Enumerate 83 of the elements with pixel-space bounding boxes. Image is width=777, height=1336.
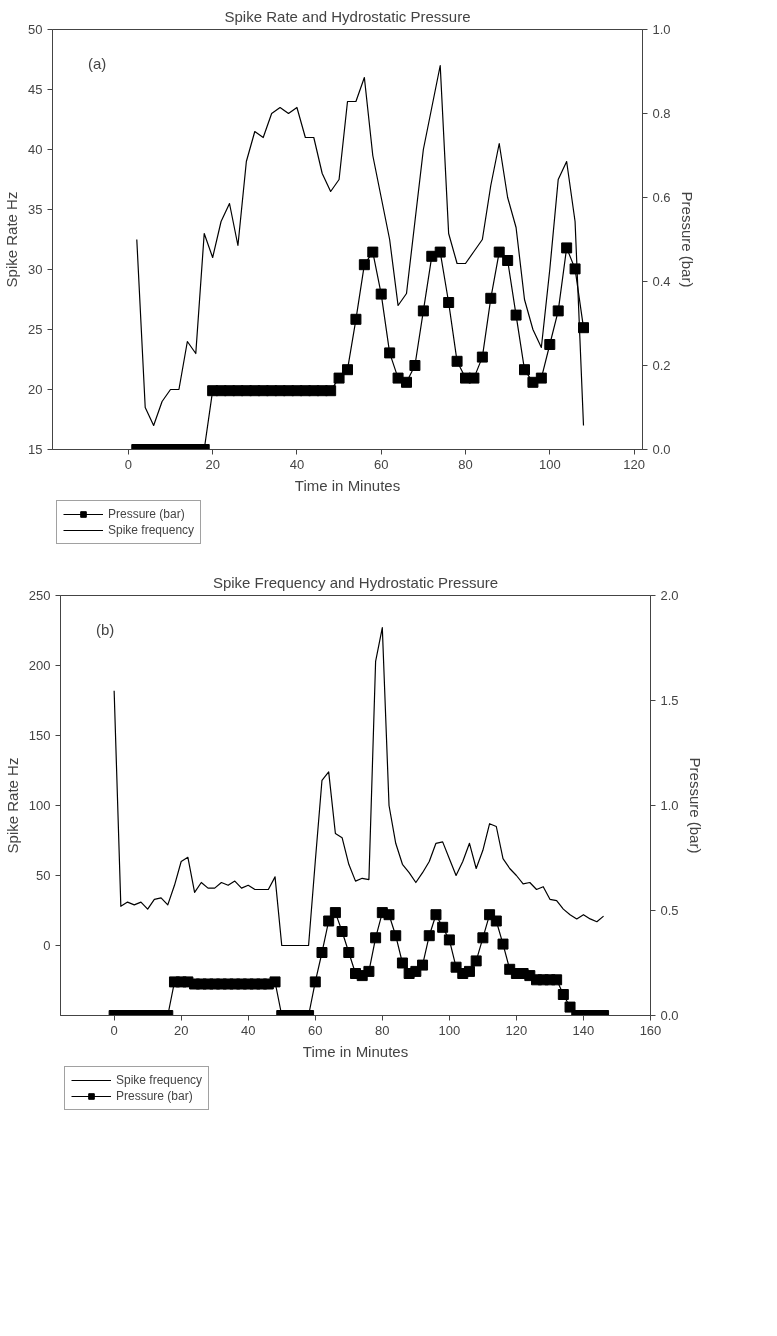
- x-axis-title: Time in Minutes: [302, 1042, 409, 1060]
- point: [552, 305, 564, 317]
- point: [561, 242, 573, 254]
- point: [493, 246, 505, 258]
- y2-tick-label: 2.0: [660, 588, 679, 603]
- y-tick-label: 250: [28, 588, 51, 603]
- y-tick-label: 50: [36, 868, 51, 883]
- point: [325, 385, 337, 397]
- y2-tick-label: 0.8: [652, 106, 671, 121]
- y-tick-label: 15: [28, 442, 43, 457]
- y-tick-label: 30: [28, 262, 43, 277]
- y2-tick-label: 0.2: [652, 358, 671, 373]
- y2-tick-label: 1.5: [660, 693, 679, 708]
- legend-label: Spike frequency: [116, 1073, 203, 1087]
- point: [401, 376, 412, 388]
- y2-tick-label: 1.0: [652, 22, 671, 37]
- point: [578, 322, 589, 334]
- point: [476, 351, 488, 363]
- x-tick-label: 80: [458, 456, 473, 472]
- point: [569, 263, 581, 275]
- legend-label: Pressure (bar): [116, 1089, 193, 1103]
- x-tick-label: 20: [205, 456, 220, 472]
- x-tick-label: 120: [505, 1022, 528, 1038]
- point: [519, 364, 530, 376]
- x-tick-label: 60: [373, 456, 389, 472]
- y-tick-label: 150: [28, 728, 51, 743]
- x-tick-label: 100: [538, 456, 561, 472]
- y-tick-label: 40: [28, 142, 43, 157]
- y-tick-label: 50: [28, 22, 43, 37]
- y-tick-label: 100: [28, 798, 51, 813]
- point: [384, 347, 396, 359]
- point: [417, 305, 429, 317]
- y2-tick-label: 0.6: [652, 190, 671, 205]
- point: [358, 259, 370, 271]
- point: [367, 246, 379, 258]
- annotation: (b): [95, 620, 115, 638]
- y-tick-label: 200: [28, 658, 51, 673]
- y-tick-label: 45: [28, 82, 43, 97]
- point: [502, 255, 514, 266]
- x-tick-label: 0: [110, 1022, 118, 1038]
- x-tick-label: 160: [639, 1022, 662, 1038]
- point: [409, 360, 421, 371]
- x-tick-label: 20: [173, 1022, 189, 1038]
- point: [544, 339, 556, 350]
- x-axis-title: Time in Minutes: [294, 476, 401, 494]
- x-tick-label: 140: [572, 1022, 595, 1038]
- x-tick-label: 80: [375, 1022, 390, 1038]
- legend-label: Spike frequency: [108, 523, 195, 537]
- y-axis-title: Spike Rate Hz: [3, 757, 21, 854]
- y2-axis-title: Pressure (bar): [678, 191, 696, 288]
- line-series: [113, 627, 605, 947]
- x-tick-label: 100: [438, 1022, 461, 1038]
- legend-label: Pressure (bar): [108, 507, 185, 521]
- point: [443, 297, 455, 308]
- point: [342, 364, 353, 376]
- x-tick-label: 60: [308, 1022, 323, 1038]
- annotation: (a): [87, 54, 107, 72]
- chart-title: Spike Frequency and Hydrostatic Pressure: [212, 573, 499, 591]
- x-tick-label: 40: [241, 1022, 256, 1038]
- y-tick-label: 20: [28, 382, 43, 397]
- y2-axis-title: Pressure (bar): [686, 757, 704, 854]
- x-tick-label: 40: [289, 456, 305, 472]
- x-tick-label: 120: [623, 456, 645, 472]
- point: [350, 313, 362, 325]
- y-tick-label: 25: [28, 322, 43, 337]
- point: [434, 246, 446, 258]
- point: [451, 355, 463, 367]
- x-tick-label: 0: [124, 456, 132, 472]
- y2-tick-label: 0.4: [652, 274, 671, 289]
- y-tick-label: 0: [43, 938, 51, 953]
- point: [375, 288, 387, 300]
- point: [510, 309, 522, 321]
- point: [468, 372, 480, 384]
- point: [485, 292, 497, 304]
- point: [535, 372, 547, 384]
- point: [333, 372, 345, 384]
- y2-tick-label: 1.0: [660, 798, 679, 813]
- y-tick-label: 35: [28, 202, 43, 217]
- y2-tick-label: 0.0: [652, 442, 671, 457]
- chart-title: Spike Rate and Hydrostatic Pressure: [224, 7, 471, 25]
- y2-tick-label: 0.5: [660, 903, 679, 918]
- y-axis-title: Spike Rate Hz: [3, 191, 21, 288]
- y2-tick-label: 0.0: [660, 1008, 679, 1023]
